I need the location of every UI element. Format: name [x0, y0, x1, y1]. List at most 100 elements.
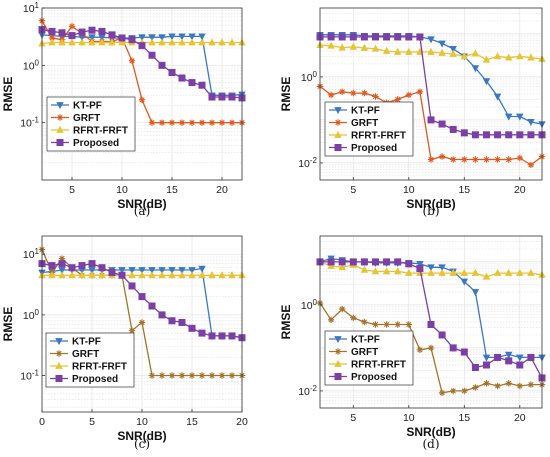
legend-swatch-marker	[334, 336, 342, 344]
data-point	[327, 261, 335, 269]
legend-swatch-marker	[55, 361, 63, 369]
data-point	[416, 265, 424, 273]
data-point	[188, 79, 196, 87]
data-point	[382, 267, 391, 275]
x-tick-label: 5	[69, 184, 75, 196]
data-point	[505, 113, 513, 121]
data-point	[482, 272, 491, 280]
data-point	[327, 33, 335, 41]
legend-label: RFRT-FRFT	[72, 362, 127, 373]
data-point	[188, 324, 196, 332]
data-point	[228, 38, 236, 46]
data-point	[128, 271, 136, 279]
data-point	[493, 93, 502, 101]
data-point	[188, 271, 196, 279]
data-point	[460, 278, 468, 286]
y-tick-label: 10-1	[20, 115, 39, 129]
data-point	[168, 372, 176, 379]
data-point	[178, 318, 186, 326]
data-point	[118, 38, 126, 46]
series-rfrt-frft	[38, 271, 246, 279]
x-tick-label: 15	[458, 412, 470, 424]
x-axis-label: SNR(dB)	[406, 425, 455, 439]
axes-frame	[319, 7, 543, 181]
data-point	[218, 271, 226, 279]
data-point	[505, 351, 513, 359]
data-point	[383, 321, 390, 328]
x-axis-label: SNR(dB)	[117, 429, 166, 443]
y-tick-label: 100	[301, 69, 318, 84]
legend-label: GRFT	[73, 113, 100, 124]
data-point	[198, 119, 206, 126]
data-point	[427, 36, 435, 44]
data-point	[158, 61, 166, 69]
data-point	[460, 268, 468, 276]
x-tick-label: 10	[136, 416, 148, 428]
data-point	[505, 268, 513, 276]
data-point	[516, 354, 524, 362]
data-point	[372, 93, 379, 100]
data-point	[438, 331, 446, 339]
data-point	[438, 153, 446, 160]
data-point	[78, 38, 86, 46]
data-point	[198, 265, 206, 273]
data-point	[427, 47, 435, 55]
data-point	[58, 29, 66, 37]
data-point	[360, 33, 368, 41]
data-point	[128, 282, 136, 290]
data-point	[527, 53, 535, 61]
data-point	[228, 93, 236, 101]
data-point	[168, 317, 176, 325]
data-point	[449, 49, 457, 57]
x-tick-label: 20	[236, 416, 248, 428]
legend-swatch-marker	[334, 372, 342, 380]
data-point	[188, 38, 196, 46]
data-point	[88, 267, 96, 275]
legend-label: RFRT-FRFT	[351, 131, 406, 142]
data-point	[494, 156, 501, 163]
legend-swatch-marker	[55, 374, 63, 382]
axes-frame	[41, 7, 243, 181]
data-point	[482, 131, 490, 139]
data-point	[48, 34, 56, 42]
data-point	[178, 267, 186, 275]
data-point	[158, 311, 166, 319]
legend-label: RFRT-FRFT	[351, 360, 406, 371]
data-point	[128, 57, 136, 64]
x-tick-label: 15	[458, 184, 470, 196]
data-point	[483, 380, 490, 387]
data-point	[527, 161, 535, 169]
data-point	[482, 78, 491, 86]
data-point	[394, 47, 402, 55]
data-point	[128, 267, 136, 275]
data-point	[68, 38, 76, 46]
y-tick-label: 100	[23, 58, 40, 73]
data-point	[148, 271, 156, 279]
data-point	[138, 319, 146, 326]
data-point	[108, 268, 116, 276]
legend-label: KT-PF	[72, 337, 101, 348]
data-point	[228, 271, 236, 279]
data-point	[198, 33, 206, 41]
data-point	[68, 271, 76, 279]
data-point	[88, 26, 96, 34]
data-point	[158, 38, 166, 46]
data-point	[450, 387, 457, 395]
data-point	[494, 382, 501, 390]
data-point	[48, 271, 56, 279]
x-tick-label: 10	[116, 184, 128, 196]
data-point	[527, 131, 535, 139]
x-tick-label: 15	[186, 416, 198, 428]
data-point	[148, 302, 156, 310]
data-point	[460, 129, 468, 137]
data-point	[338, 43, 346, 51]
data-point	[516, 382, 523, 390]
data-point	[527, 268, 535, 276]
data-point	[505, 131, 513, 139]
data-point	[427, 156, 435, 163]
data-point	[58, 267, 66, 275]
data-point	[382, 46, 391, 54]
data-point	[427, 344, 435, 352]
data-point	[505, 156, 512, 163]
